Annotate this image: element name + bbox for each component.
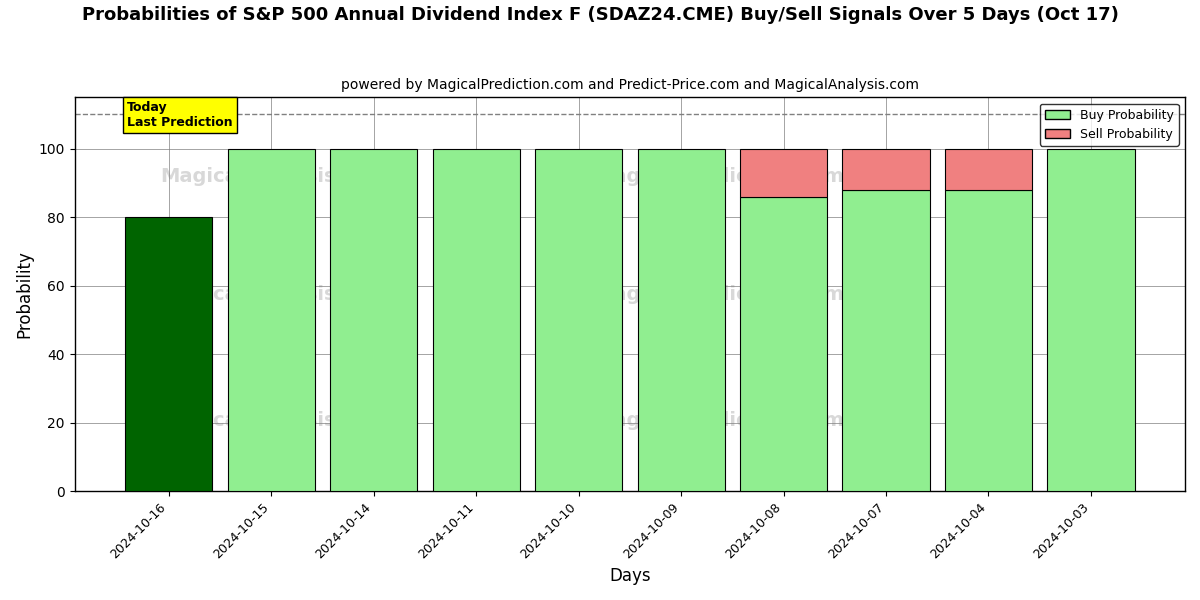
Y-axis label: Probability: Probability xyxy=(16,250,34,338)
Text: Probabilities of S&P 500 Annual Dividend Index F (SDAZ24.CME) Buy/Sell Signals O: Probabilities of S&P 500 Annual Dividend… xyxy=(82,6,1118,24)
Bar xyxy=(1048,149,1134,491)
Title: powered by MagicalPrediction.com and Predict-Price.com and MagicalAnalysis.com: powered by MagicalPrediction.com and Pre… xyxy=(341,78,919,92)
Bar xyxy=(637,149,725,491)
Bar xyxy=(330,149,418,491)
Bar xyxy=(944,190,1032,491)
X-axis label: Days: Days xyxy=(610,567,650,585)
Bar xyxy=(740,197,827,491)
Bar xyxy=(228,149,314,491)
Text: MagicalPrediction.com: MagicalPrediction.com xyxy=(594,285,844,304)
Bar xyxy=(842,190,930,491)
Text: MagicalAnalysis.com: MagicalAnalysis.com xyxy=(161,167,389,185)
Legend: Buy Probability, Sell Probability: Buy Probability, Sell Probability xyxy=(1040,104,1178,146)
Text: MagicalAnalysis.com: MagicalAnalysis.com xyxy=(161,411,389,430)
Bar xyxy=(432,149,520,491)
Text: MagicalPrediction.com: MagicalPrediction.com xyxy=(594,167,844,185)
Text: MagicalAnalysis.com: MagicalAnalysis.com xyxy=(161,285,389,304)
Text: Today
Last Prediction: Today Last Prediction xyxy=(127,101,233,129)
Bar xyxy=(740,149,827,197)
Bar xyxy=(535,149,622,491)
Bar xyxy=(125,217,212,491)
Bar xyxy=(842,149,930,190)
Bar xyxy=(944,149,1032,190)
Text: MagicalPrediction.com: MagicalPrediction.com xyxy=(594,411,844,430)
